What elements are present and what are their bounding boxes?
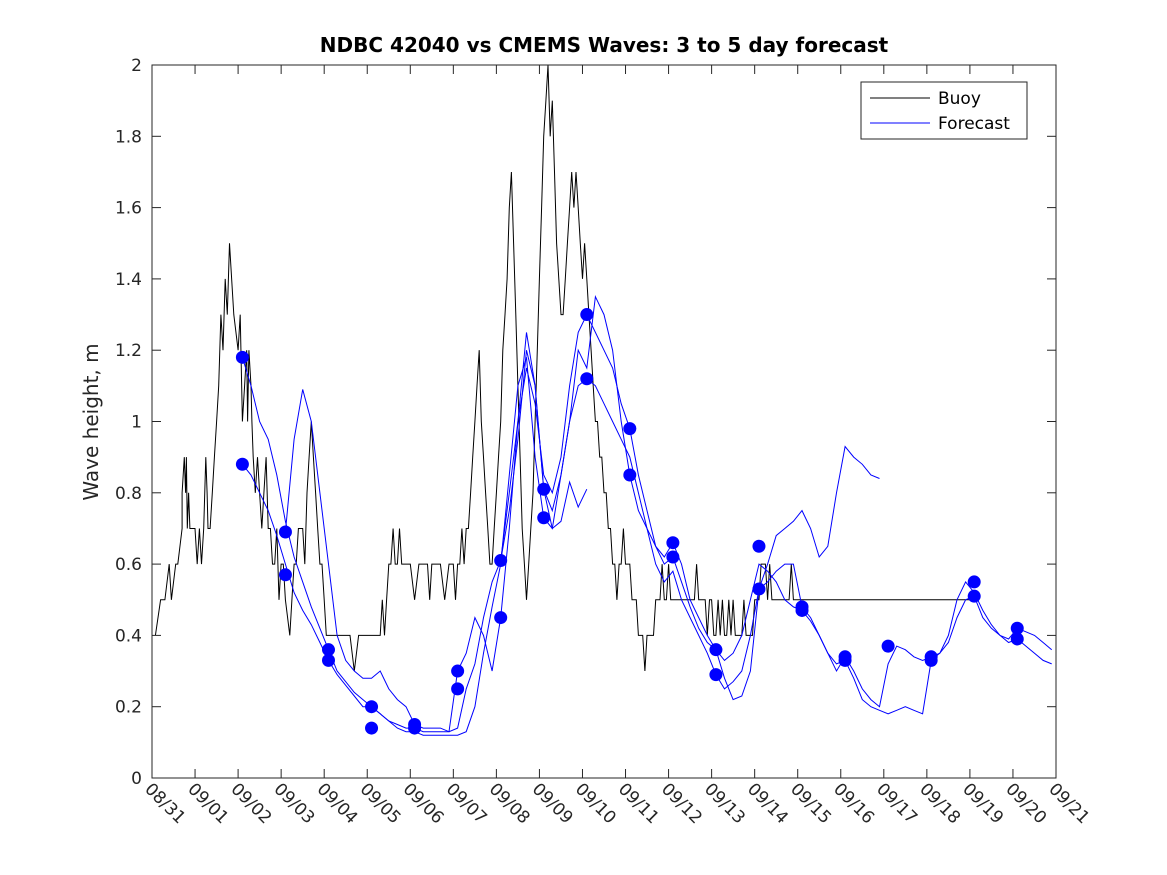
forecast-point bbox=[451, 682, 465, 696]
x-tick-label: 09/20 bbox=[1001, 779, 1050, 828]
x-tick-label: 09/18 bbox=[915, 779, 964, 828]
x-tick-label: 09/04 bbox=[313, 779, 362, 828]
x-tick-label: 09/14 bbox=[743, 779, 792, 828]
chart-title: NDBC 42040 vs CMEMS Waves: 3 to 5 day fo… bbox=[320, 33, 889, 57]
y-tick-label: 1 bbox=[131, 413, 142, 433]
forecast-point bbox=[666, 536, 680, 550]
forecast-point bbox=[795, 603, 809, 617]
y-tick-label: 0.6 bbox=[115, 555, 142, 575]
forecast-point bbox=[838, 653, 852, 667]
forecast-point bbox=[623, 422, 637, 436]
forecast-point bbox=[278, 525, 292, 539]
forecast-point bbox=[365, 700, 379, 714]
forecast-point bbox=[924, 653, 938, 667]
forecast-point bbox=[580, 308, 594, 322]
x-tick-label: 08/31 bbox=[140, 779, 189, 828]
forecast-point bbox=[235, 457, 249, 471]
y-tick-label: 1.8 bbox=[115, 127, 142, 147]
x-tick-label: 09/16 bbox=[829, 779, 878, 828]
y-tick-label: 0 bbox=[131, 769, 142, 789]
y-tick-label: 1.2 bbox=[115, 341, 142, 361]
forecast-point bbox=[1010, 621, 1024, 635]
forecast-point bbox=[580, 372, 594, 386]
forecast-point bbox=[709, 643, 723, 657]
forecast-point bbox=[537, 482, 551, 496]
x-tick-label: 09/10 bbox=[571, 779, 620, 828]
x-tick-label: 09/21 bbox=[1044, 779, 1093, 828]
y-tick-label: 2 bbox=[131, 56, 142, 76]
y-tick-label: 0.4 bbox=[115, 626, 142, 646]
forecast-point bbox=[321, 643, 335, 657]
legend-forecast-label: Forecast bbox=[938, 114, 1010, 134]
x-tick-label: 09/12 bbox=[657, 779, 706, 828]
buoy-series-line bbox=[154, 64, 977, 672]
forecast-point bbox=[365, 721, 379, 735]
forecast-point bbox=[321, 653, 335, 667]
forecast-point bbox=[666, 550, 680, 564]
forecast-point bbox=[881, 639, 895, 653]
x-tick-label: 09/02 bbox=[227, 779, 276, 828]
marker-layer bbox=[235, 308, 1024, 735]
x-tick-label: 09/03 bbox=[270, 779, 319, 828]
x-tick-label: 09/11 bbox=[614, 779, 663, 828]
y-axis-label: Wave height, m bbox=[79, 343, 103, 500]
x-tick-label: 09/09 bbox=[528, 779, 577, 828]
legend-box bbox=[860, 81, 1028, 140]
forecast-point bbox=[494, 554, 508, 568]
y-tick-label: 0.2 bbox=[115, 698, 142, 718]
forecast-point bbox=[537, 511, 551, 525]
forecast-point bbox=[494, 611, 508, 625]
forecast-point bbox=[408, 721, 422, 735]
forecast-point bbox=[1010, 632, 1024, 646]
forecast-point bbox=[752, 582, 766, 596]
x-tick-label: 09/13 bbox=[700, 779, 749, 828]
forecast-point bbox=[451, 664, 465, 678]
y-tick-label: 1.4 bbox=[115, 270, 142, 290]
legend-buoy-label: Buoy bbox=[938, 89, 981, 109]
forecast-series-line-3 bbox=[284, 294, 880, 733]
x-tick-label: 09/05 bbox=[356, 779, 405, 828]
y-tick-label: 1.6 bbox=[115, 199, 142, 219]
plot-area bbox=[152, 65, 1056, 778]
x-tick-label: 09/08 bbox=[485, 779, 534, 828]
forecast-point bbox=[278, 568, 292, 582]
forecast-point bbox=[709, 668, 723, 682]
forecast-point bbox=[235, 350, 249, 364]
x-tick-label: 09/19 bbox=[958, 779, 1007, 828]
legend: Buoy Forecast bbox=[860, 81, 1028, 140]
plot-background bbox=[152, 65, 1056, 778]
forecast-point bbox=[967, 575, 981, 589]
y-tick-label: 0.8 bbox=[115, 484, 142, 504]
x-tick-label: 09/17 bbox=[872, 779, 921, 828]
x-tick-label: 09/01 bbox=[184, 779, 233, 828]
forecast-point bbox=[623, 468, 637, 482]
x-tick-label: 09/15 bbox=[786, 779, 835, 828]
x-tick-label: 09/06 bbox=[399, 779, 448, 828]
forecast-point bbox=[967, 589, 981, 603]
forecast-point bbox=[752, 539, 766, 553]
x-tick-label: 09/07 bbox=[442, 779, 491, 828]
